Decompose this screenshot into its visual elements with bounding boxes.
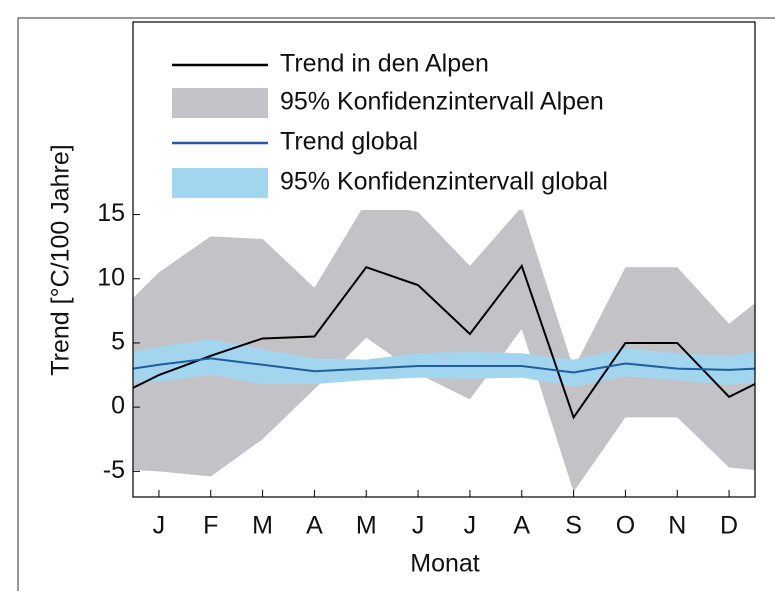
x-tick-label: J <box>153 512 166 540</box>
x-tick-label: A <box>306 512 323 540</box>
x-tick-label: M <box>252 512 273 540</box>
x-tick-label: D <box>720 512 738 540</box>
x-tick-label: F <box>203 512 218 540</box>
x-axis-label: Monat <box>410 550 480 578</box>
x-tick-label: S <box>565 512 582 540</box>
trend-line <box>132 357 756 374</box>
x-tick-label: N <box>668 512 686 540</box>
plot-frame <box>132 21 756 498</box>
x-tick-label: J <box>464 512 477 540</box>
x-tick-label: M <box>356 512 377 540</box>
legend-label: Trend in den Alpen <box>280 50 489 78</box>
legend-patch <box>172 88 268 118</box>
legend-patch <box>172 168 268 198</box>
legend-label: 95% Konfidenzintervall global <box>280 168 608 196</box>
y-tick-label: 5 <box>111 328 125 356</box>
y-tick-label: 10 <box>97 263 125 291</box>
y-tick-label: 15 <box>97 199 125 227</box>
y-tick-label: -5 <box>103 456 125 484</box>
x-tick-label: A <box>513 512 530 540</box>
confidence-band <box>133 201 755 492</box>
legend-label: Trend global <box>280 128 418 156</box>
x-tick-label: J <box>412 512 425 540</box>
confidence-band <box>133 339 755 387</box>
y-tick-label: 0 <box>111 392 125 420</box>
trend-line <box>132 263 756 420</box>
x-tick-label: O <box>616 512 635 540</box>
y-axis-label: Trend [°C/100 Jahre] <box>47 144 75 375</box>
legend-label: 95% Konfidenzintervall Alpen <box>280 88 604 116</box>
